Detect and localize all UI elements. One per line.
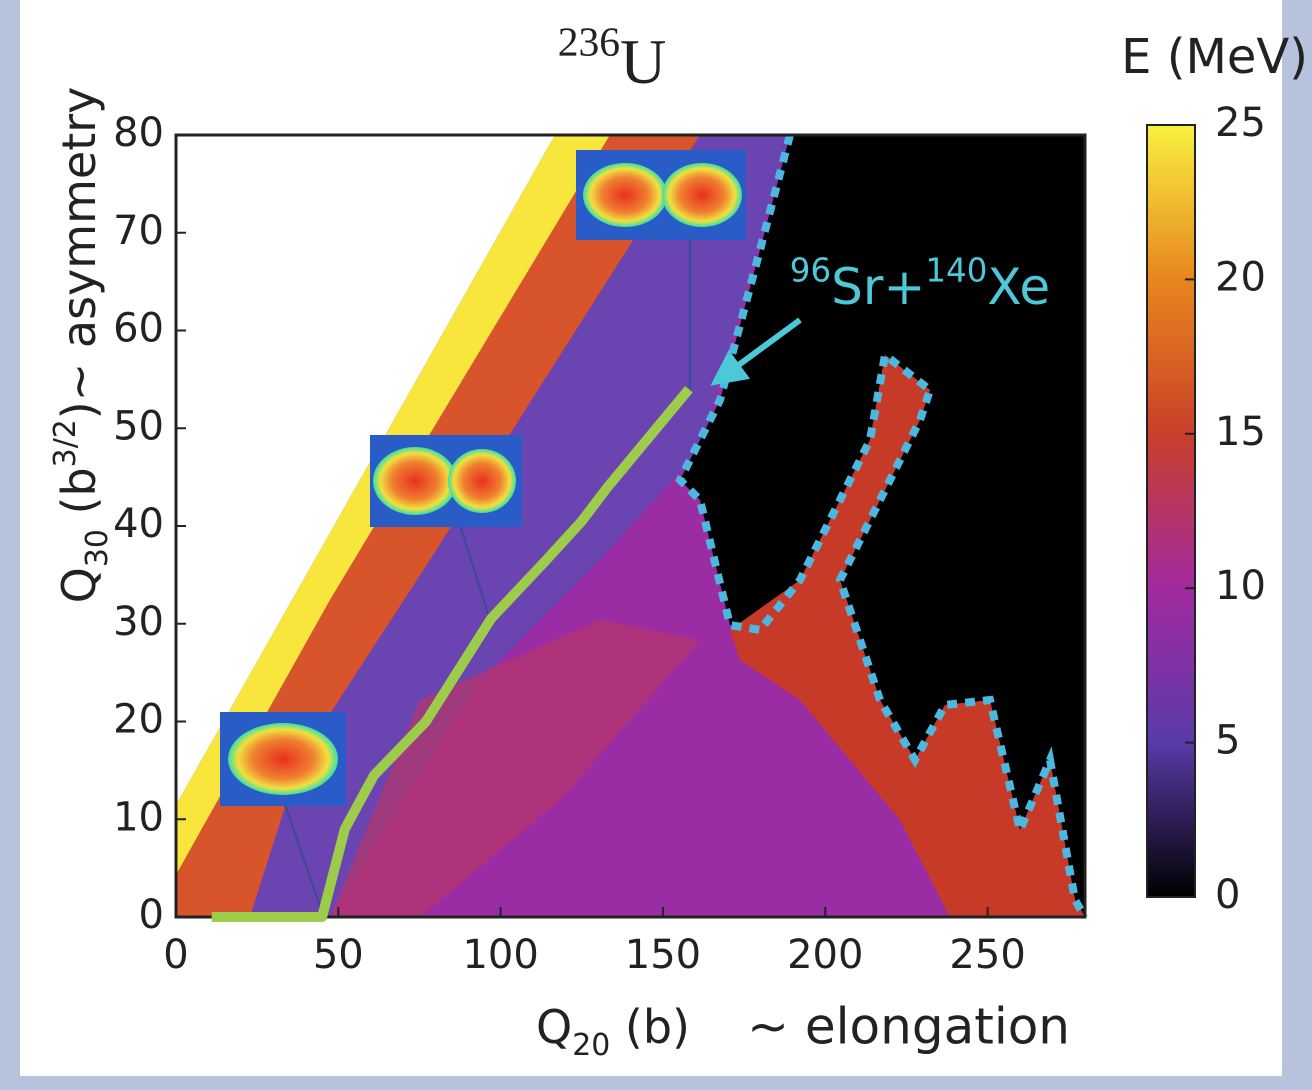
annotation-label-part: Sr+ bbox=[831, 258, 925, 316]
x-axis-label-part: 20 bbox=[572, 1028, 610, 1063]
x-axis-label: Q20 (b) bbox=[536, 1000, 690, 1063]
annotation-label-part: 140 bbox=[925, 252, 987, 290]
x-tick-label: 200 bbox=[787, 932, 863, 978]
x-tick-label: 250 bbox=[949, 932, 1025, 978]
chart-title-part: U bbox=[620, 26, 666, 97]
annotation-label-part: Xe bbox=[987, 258, 1050, 316]
colorbar-tick-label: 0 bbox=[1215, 872, 1240, 918]
y-axis-label-part: 3/2 bbox=[47, 419, 82, 467]
y-tick-label: 50 bbox=[113, 403, 164, 449]
y-axis-label-part: Q bbox=[52, 567, 106, 603]
shape-insets bbox=[220, 150, 746, 913]
y-axis-label-part: 30 bbox=[80, 529, 115, 567]
chart-title-part: 236 bbox=[558, 18, 620, 64]
fission-path bbox=[211, 385, 693, 922]
y-tick-label: 70 bbox=[113, 208, 164, 254]
y-tick-label: 30 bbox=[113, 599, 164, 645]
colorbar bbox=[1146, 124, 1196, 898]
y-tick-label: 0 bbox=[139, 892, 164, 938]
x-axis-label-part: Q bbox=[536, 1000, 572, 1054]
annotation-label: 96Sr+140Xe bbox=[790, 252, 1050, 316]
colorbar-tick-label: 10 bbox=[1215, 563, 1266, 609]
y-axis-label-part: (b bbox=[52, 467, 106, 529]
y-tick-label: 20 bbox=[113, 697, 164, 743]
x-label-note: ~ elongation bbox=[747, 998, 1070, 1056]
y-axis-label-part: )~ asymmetry bbox=[52, 87, 106, 420]
chart-title: 236U bbox=[558, 18, 667, 97]
x-tick-label: 50 bbox=[313, 932, 364, 978]
x-tick-label: 0 bbox=[163, 932, 188, 978]
x-tick-label: 150 bbox=[625, 932, 701, 978]
y-axis-label: Q30 (b3/2)~ asymmetry bbox=[47, 87, 114, 604]
colorbar-label: E (MeV) bbox=[1121, 29, 1308, 85]
colorbar-tick-label: 15 bbox=[1215, 409, 1266, 455]
y-tick-label: 80 bbox=[113, 110, 164, 156]
y-tick-label: 60 bbox=[113, 306, 164, 352]
colorbar-tick-label: 25 bbox=[1215, 100, 1266, 146]
y-tick-label: 10 bbox=[113, 794, 164, 840]
annotation-label-part: 96 bbox=[790, 252, 831, 290]
y-tick-label: 40 bbox=[113, 501, 164, 547]
colorbar-tick-label: 5 bbox=[1215, 718, 1240, 764]
colorbar-tick-label: 20 bbox=[1215, 254, 1266, 300]
annotation-arrow bbox=[710, 317, 802, 386]
x-tick-label: 100 bbox=[462, 932, 538, 978]
x-axis-label-part: (b) bbox=[610, 1000, 690, 1054]
